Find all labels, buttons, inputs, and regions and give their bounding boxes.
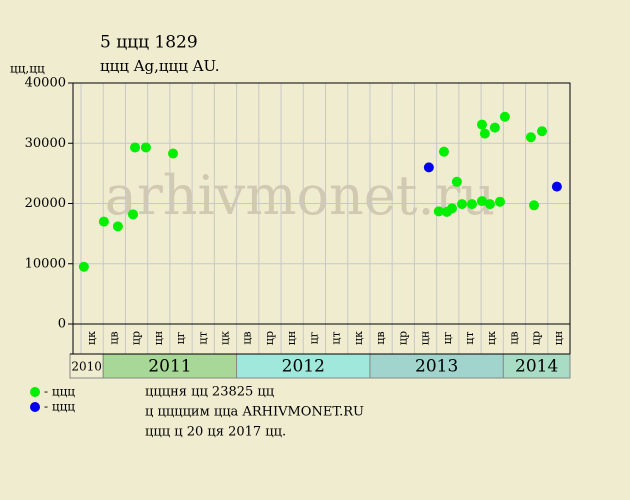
plot-border — [72, 82, 571, 325]
x-tick-label: цк — [352, 331, 365, 345]
point — [433, 206, 444, 217]
point — [168, 148, 179, 159]
point — [98, 216, 109, 227]
y-tick-label: 0 — [58, 317, 66, 332]
x-tick-label: цг — [174, 331, 187, 344]
point — [451, 176, 462, 187]
note: ц ццццим ццa ARHIVMONET.RU — [145, 405, 364, 420]
x-tick-label: цт — [463, 331, 476, 344]
point — [140, 142, 151, 153]
x-tick-label: цт — [330, 331, 343, 344]
x-tick-label: цн — [285, 331, 298, 345]
x-tick-label: цк — [485, 331, 498, 345]
point — [456, 199, 467, 210]
point — [525, 132, 536, 143]
note: ццц ц 20 ця 2017 цц. — [145, 425, 286, 440]
year-band — [236, 353, 371, 379]
year-band — [102, 353, 238, 379]
year-label: 2014 — [515, 357, 558, 377]
point — [128, 209, 139, 220]
point — [494, 196, 505, 207]
point — [112, 221, 123, 232]
x-tick-label: цк — [218, 331, 231, 345]
x-tick-label: цв — [507, 331, 520, 344]
point — [130, 142, 141, 153]
point — [528, 200, 539, 211]
x-tick-label: цв — [374, 331, 387, 344]
year-label: 2010 — [71, 360, 102, 374]
point — [536, 126, 547, 137]
point — [479, 128, 490, 139]
point — [484, 199, 495, 210]
x-tick-label: цв — [107, 331, 120, 344]
x-tick-label: цр — [396, 331, 409, 345]
chart-subtitle: ццц Ag,ццц AU. — [100, 57, 219, 75]
point — [476, 196, 487, 207]
x-tick-label: цр — [530, 331, 543, 345]
point — [78, 261, 89, 272]
legend-marker — [30, 387, 40, 397]
y-tick-label: 20000 — [25, 196, 66, 211]
x-tick-label: цн — [552, 331, 565, 345]
legend-label: - ццц — [44, 385, 75, 399]
point — [466, 199, 477, 210]
y-tick-label: 30000 — [25, 136, 66, 151]
y-tick-label: 40000 — [25, 76, 66, 91]
x-tick-label: цн — [152, 331, 165, 345]
x-tick-label: цн — [419, 331, 432, 345]
point — [438, 146, 449, 157]
x-tick-label: цг — [307, 331, 320, 344]
x-tick-label: цр — [263, 331, 276, 345]
point — [489, 122, 500, 133]
legend-marker — [30, 402, 40, 412]
x-tick-label: цв — [241, 331, 254, 344]
point — [446, 203, 457, 214]
y-tick-label: 10000 — [25, 256, 66, 271]
note: цццня цц 23825 цц — [145, 385, 274, 400]
year-band — [69, 353, 104, 379]
x-tick-label: цт — [196, 331, 209, 344]
x-tick-label: цк — [85, 331, 98, 345]
x-tick-label: цг — [441, 331, 454, 344]
y-axis-label: цц,цц — [10, 62, 45, 76]
chart-title: 5 ццц 1829 — [100, 33, 198, 53]
year-label: 2011 — [148, 357, 191, 377]
year-label: 2013 — [415, 357, 458, 377]
point — [551, 181, 562, 192]
year-band — [502, 353, 571, 379]
point — [476, 119, 487, 130]
point — [499, 111, 510, 122]
point — [423, 162, 434, 173]
year-band — [369, 353, 504, 379]
x-tick-label: цр — [130, 331, 143, 345]
year-label: 2012 — [282, 357, 325, 377]
legend-label: - ццц — [44, 400, 75, 414]
